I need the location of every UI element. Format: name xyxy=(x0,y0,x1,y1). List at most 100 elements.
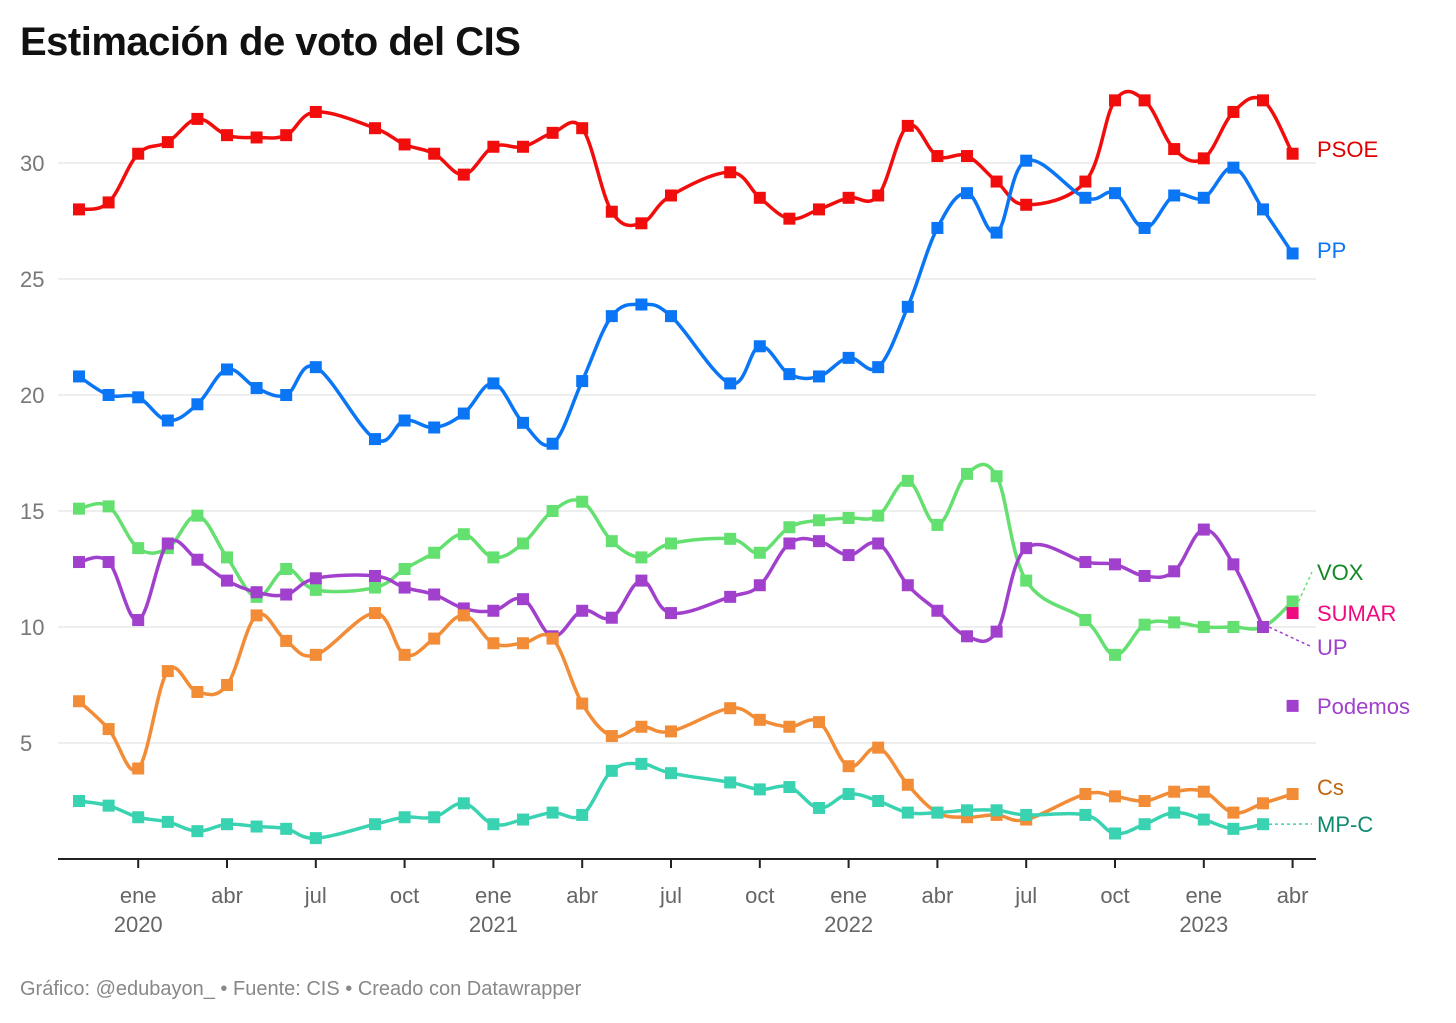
data-point-vox xyxy=(842,511,855,524)
data-point-psoe xyxy=(369,122,381,135)
data-point-up xyxy=(161,537,174,550)
data-point-up xyxy=(576,604,589,617)
data-point-pp xyxy=(1286,247,1299,260)
data-point-mp-c xyxy=(576,808,589,821)
data-point-psoe xyxy=(221,129,233,142)
series-line-psoe xyxy=(78,89,1295,228)
data-point-psoe xyxy=(931,150,944,163)
data-point-vox xyxy=(102,500,115,513)
data-point-cs xyxy=(73,695,85,708)
data-point-up xyxy=(1197,523,1210,536)
data-point-psoe xyxy=(1227,105,1240,118)
data-point-up xyxy=(102,556,115,569)
data-point-mp-c xyxy=(1168,806,1181,819)
data-point-cs xyxy=(191,685,204,698)
data-point-up xyxy=(635,574,648,587)
y-tick-label: 15 xyxy=(20,499,44,524)
y-tick-label: 10 xyxy=(20,615,44,640)
data-point-pp xyxy=(1257,203,1269,216)
data-point-up xyxy=(487,604,500,617)
data-point-up xyxy=(1109,558,1121,571)
x-tick-label: abr xyxy=(1277,883,1309,908)
data-point-up xyxy=(398,581,411,594)
data-point-pp xyxy=(753,340,766,353)
data-point-vox xyxy=(398,563,411,575)
x-tick-label: ene xyxy=(1185,883,1222,908)
data-point-up xyxy=(1168,565,1181,578)
data-point-cs xyxy=(605,730,618,743)
data-point-psoe xyxy=(1109,94,1121,107)
data-point-mp-c xyxy=(428,811,441,824)
data-point-psoe xyxy=(1020,198,1033,211)
data-point-vox xyxy=(309,583,322,596)
data-point-cs xyxy=(161,665,174,678)
data-point-psoe xyxy=(576,122,589,135)
data-point-mp-c xyxy=(1227,822,1240,835)
data-point-pp xyxy=(724,377,737,390)
data-point-pp xyxy=(1109,187,1121,200)
data-point-mp-c xyxy=(961,804,973,817)
data-point-up xyxy=(1138,569,1151,582)
data-point-mp-c xyxy=(73,795,85,807)
data-point-pp xyxy=(1168,189,1181,202)
data-point-pp xyxy=(73,370,85,383)
data-point-up xyxy=(369,569,381,582)
y-tick-label: 20 xyxy=(20,383,44,408)
data-point-mp-c xyxy=(457,797,470,810)
x-tick-label: jul xyxy=(304,883,327,908)
data-point-cs xyxy=(428,632,441,645)
data-point-up xyxy=(605,611,618,624)
data-point-mp-c xyxy=(1138,818,1151,831)
data-point-vox xyxy=(546,505,559,517)
data-point-pp xyxy=(132,391,145,404)
data-point-up xyxy=(280,588,293,601)
series-label-vox: VOX xyxy=(1317,560,1364,585)
data-point-psoe xyxy=(724,166,737,179)
data-point-vox xyxy=(457,528,470,541)
series-label-sumar: SUMAR xyxy=(1317,601,1396,626)
data-point-up xyxy=(221,574,233,587)
data-point-mp-c xyxy=(1257,818,1269,831)
data-point-mp-c xyxy=(990,804,1003,817)
data-point-cs xyxy=(280,634,293,647)
data-point-mp-c xyxy=(872,795,885,807)
data-point-pp xyxy=(1079,191,1092,204)
data-point-cs xyxy=(132,762,145,775)
data-point-mp-c xyxy=(605,764,618,777)
data-point-mp-c xyxy=(813,801,825,814)
data-point-cs xyxy=(901,778,914,791)
data-point-pp xyxy=(221,363,233,376)
data-point-vox xyxy=(73,502,85,515)
x-tick-label: abr xyxy=(566,883,598,908)
data-point-cs xyxy=(398,648,411,661)
x-tick-label: jul xyxy=(659,883,682,908)
data-point-mp-c xyxy=(161,815,174,828)
data-point-psoe xyxy=(635,217,648,230)
y-tick-label: 25 xyxy=(20,267,44,292)
data-point-cs xyxy=(1168,785,1181,798)
data-point-vox xyxy=(369,581,381,594)
data-point-psoe xyxy=(813,203,825,216)
data-point-vox xyxy=(280,563,293,575)
data-point-up xyxy=(961,630,973,643)
data-point-psoe xyxy=(280,129,293,142)
label-connector xyxy=(1297,571,1313,602)
data-point-psoe xyxy=(546,126,559,139)
data-point-vox xyxy=(961,467,973,480)
data-point-pp xyxy=(665,310,677,323)
data-point-psoe xyxy=(990,175,1003,188)
data-point-cs xyxy=(576,697,589,710)
chart-footer: Gráfico: @edubayon_ • Fuente: CIS • Crea… xyxy=(20,978,582,1000)
data-point-vox xyxy=(931,518,944,531)
data-point-psoe xyxy=(665,189,677,202)
x-tick-label: oct xyxy=(390,883,419,908)
data-point-vox xyxy=(132,542,145,555)
data-point-mp-c xyxy=(487,818,500,831)
data-point-cs xyxy=(1257,797,1269,810)
data-point-cs xyxy=(487,637,500,650)
data-point-vox xyxy=(753,546,766,559)
data-point-psoe xyxy=(73,203,85,216)
data-point-up xyxy=(1079,556,1092,569)
y-tick-label: 30 xyxy=(20,151,44,176)
data-point-mp-c xyxy=(1079,808,1092,821)
